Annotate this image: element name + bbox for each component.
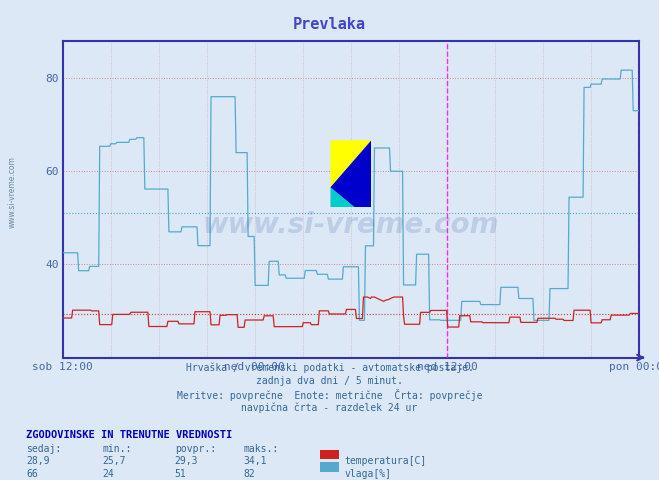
Text: 82: 82 bbox=[244, 469, 256, 479]
Polygon shape bbox=[330, 140, 371, 207]
Polygon shape bbox=[330, 187, 355, 207]
Text: 25,7: 25,7 bbox=[102, 456, 126, 467]
Text: 28,9: 28,9 bbox=[26, 456, 50, 467]
Text: www.si-vreme.com: www.si-vreme.com bbox=[8, 156, 17, 228]
Text: navpična črta - razdelek 24 ur: navpična črta - razdelek 24 ur bbox=[241, 403, 418, 413]
Text: 29,3: 29,3 bbox=[175, 456, 198, 467]
Polygon shape bbox=[330, 140, 371, 187]
Text: www.si-vreme.com: www.si-vreme.com bbox=[203, 211, 499, 239]
Text: Hrvaška / vremenski podatki - avtomatske postaje.: Hrvaška / vremenski podatki - avtomatske… bbox=[186, 362, 473, 373]
Text: 51: 51 bbox=[175, 469, 186, 479]
Text: Meritve: povprečne  Enote: metrične  Črta: povprečje: Meritve: povprečne Enote: metrične Črta:… bbox=[177, 389, 482, 401]
Text: 66: 66 bbox=[26, 469, 38, 479]
Text: min.:: min.: bbox=[102, 444, 132, 454]
Text: Prevlaka: Prevlaka bbox=[293, 17, 366, 32]
Text: vlaga[%]: vlaga[%] bbox=[345, 469, 391, 479]
Text: povpr.:: povpr.: bbox=[175, 444, 215, 454]
Text: zadnja dva dni / 5 minut.: zadnja dva dni / 5 minut. bbox=[256, 376, 403, 386]
Text: temperatura[C]: temperatura[C] bbox=[345, 456, 427, 467]
Text: ZGODOVINSKE IN TRENUTNE VREDNOSTI: ZGODOVINSKE IN TRENUTNE VREDNOSTI bbox=[26, 430, 233, 440]
Text: maks.:: maks.: bbox=[244, 444, 279, 454]
Text: 34,1: 34,1 bbox=[244, 456, 268, 467]
Text: 24: 24 bbox=[102, 469, 114, 479]
Text: sedaj:: sedaj: bbox=[26, 444, 61, 454]
